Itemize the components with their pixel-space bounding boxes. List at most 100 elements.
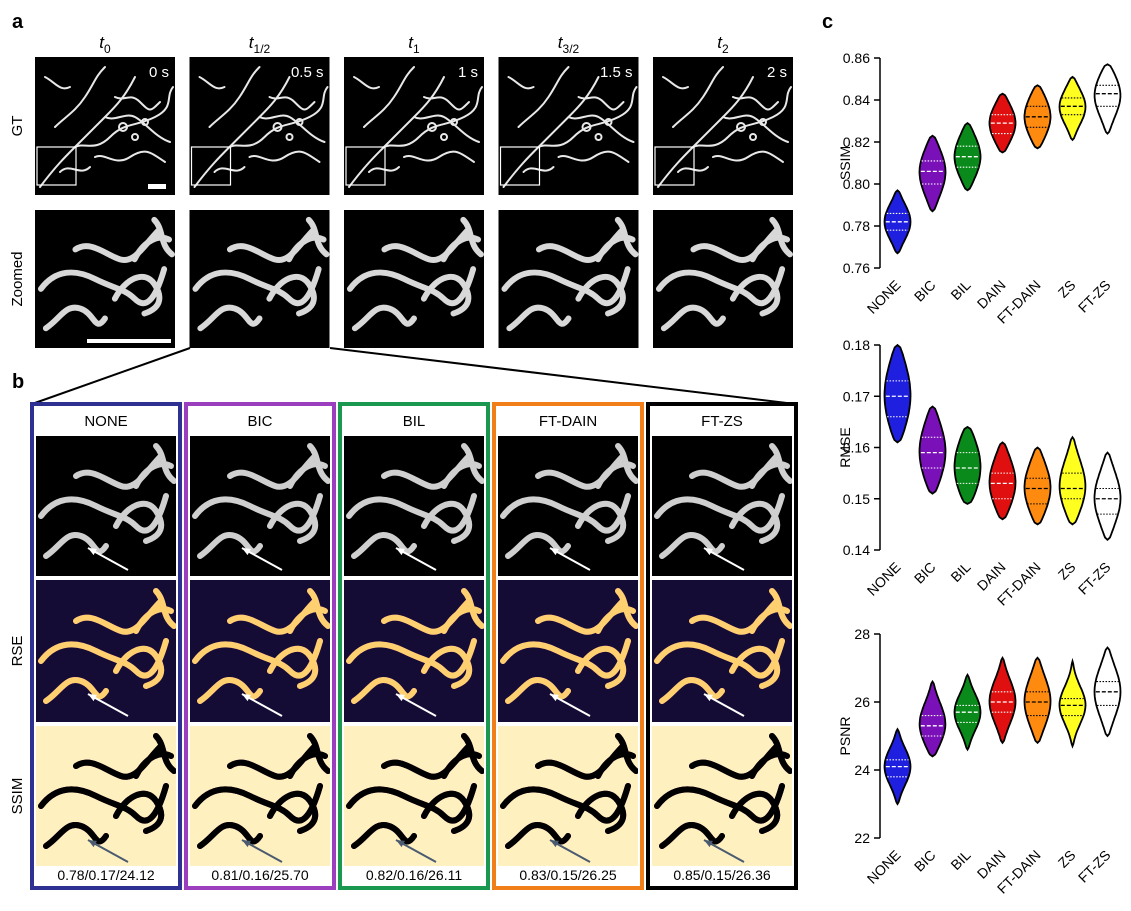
y-tick-label: 0.78 bbox=[843, 218, 870, 234]
column-header: t2 bbox=[717, 33, 729, 56]
y-tick-label: 22 bbox=[854, 830, 870, 846]
y-axis-label: SSIM bbox=[837, 146, 853, 180]
y-tick-label: 0.84 bbox=[843, 92, 870, 108]
zoom-box bbox=[499, 146, 541, 186]
column-header: t0 bbox=[99, 33, 111, 56]
metrics-label: 0.85/0.15/26.36 bbox=[673, 867, 771, 883]
y-tick-label: 28 bbox=[854, 626, 870, 642]
arrow-head bbox=[550, 694, 559, 702]
scale-bar bbox=[148, 184, 166, 189]
violin bbox=[918, 134, 947, 213]
y-tick-label: 0.18 bbox=[843, 337, 870, 353]
arrow-head bbox=[704, 840, 713, 848]
row-label: RSE bbox=[9, 636, 26, 667]
arrow-head bbox=[88, 548, 97, 556]
method-title: FT-ZS bbox=[701, 413, 743, 430]
x-tick-label: NONE bbox=[864, 277, 904, 317]
arrow-head bbox=[704, 548, 713, 556]
time-subscript: 2 bbox=[722, 42, 729, 56]
violin bbox=[988, 655, 1017, 745]
violin bbox=[883, 727, 912, 806]
column-header: t3/2 bbox=[558, 33, 580, 56]
x-tick-label: FT-ZS bbox=[1075, 847, 1114, 886]
scale-bar bbox=[87, 339, 171, 343]
arrow-head bbox=[88, 840, 97, 848]
time-subscript: 1 bbox=[413, 42, 420, 56]
time-label: 0 s bbox=[149, 64, 169, 81]
violin bbox=[953, 673, 982, 752]
arrow-head bbox=[88, 694, 97, 702]
time-symbol: t bbox=[99, 33, 105, 52]
row-label: GT bbox=[9, 116, 26, 137]
y-tick-label: 0.80 bbox=[843, 176, 870, 192]
x-tick-label: NONE bbox=[864, 559, 904, 599]
metrics-label: 0.81/0.16/25.70 bbox=[211, 867, 309, 883]
y-tick-label: 0.17 bbox=[843, 388, 870, 404]
time-label: 0.5 s bbox=[291, 64, 324, 81]
gt-image bbox=[653, 57, 793, 195]
arrow-head bbox=[242, 840, 251, 848]
y-tick-label: 0.16 bbox=[843, 440, 870, 456]
gt-image bbox=[35, 57, 175, 195]
y-axis-label: RMSE bbox=[837, 427, 853, 467]
arrow-head bbox=[396, 548, 405, 556]
violin bbox=[1023, 84, 1052, 150]
metrics-label: 0.78/0.17/24.12 bbox=[57, 867, 155, 883]
violin bbox=[918, 405, 947, 495]
method-title: BIL bbox=[403, 413, 426, 430]
time-label: 1.5 s bbox=[600, 64, 633, 81]
x-tick-label: BIL bbox=[947, 847, 973, 873]
zoom-box bbox=[36, 146, 77, 186]
violin bbox=[1023, 446, 1052, 526]
violin bbox=[988, 92, 1017, 154]
gt-image bbox=[344, 57, 484, 195]
time-symbol: t bbox=[717, 33, 723, 52]
row-label: Zoomed bbox=[9, 251, 26, 306]
zoom-connector bbox=[31, 347, 191, 405]
y-tick-label: 24 bbox=[854, 762, 870, 778]
violin bbox=[1023, 656, 1052, 745]
panel-label: b bbox=[12, 371, 24, 393]
y-tick-label: 0.82 bbox=[843, 134, 870, 150]
x-tick-label: BIC bbox=[911, 277, 939, 305]
time-subscript: 3/2 bbox=[563, 42, 580, 56]
y-tick-label: 0.14 bbox=[843, 542, 870, 558]
method-title: FT-DAIN bbox=[539, 413, 597, 430]
violin bbox=[918, 679, 947, 758]
violin bbox=[1093, 63, 1122, 135]
violin bbox=[1093, 451, 1122, 542]
y-tick-label: 0.15 bbox=[843, 491, 870, 507]
time-symbol: t bbox=[249, 33, 255, 52]
y-tick-label: 0.76 bbox=[843, 260, 870, 276]
violin bbox=[988, 441, 1017, 521]
violin bbox=[1058, 657, 1087, 749]
row-label: SSIM bbox=[9, 778, 26, 815]
column-header: t1 bbox=[408, 33, 420, 56]
x-tick-label: NONE bbox=[864, 847, 904, 887]
violin bbox=[883, 343, 912, 444]
violin bbox=[1093, 646, 1122, 738]
method-title: BIC bbox=[247, 413, 272, 430]
time-symbol: t bbox=[408, 33, 414, 52]
x-tick-label: BIC bbox=[911, 847, 939, 875]
metrics-label: 0.83/0.15/26.25 bbox=[519, 867, 617, 883]
arrow-head bbox=[396, 694, 405, 702]
y-axis-label: PSNR bbox=[837, 717, 853, 756]
time-symbol: t bbox=[558, 33, 564, 52]
column-header: t1/2 bbox=[249, 33, 271, 56]
arrow-head bbox=[704, 694, 713, 702]
zoom-connector bbox=[329, 347, 796, 405]
y-tick-label: 0.86 bbox=[843, 50, 870, 66]
x-tick-label: ZS bbox=[1055, 277, 1079, 301]
x-tick-label: FT-ZS bbox=[1075, 277, 1114, 316]
arrow-head bbox=[550, 840, 559, 848]
zoom-box bbox=[345, 146, 386, 186]
zoom-box bbox=[190, 146, 232, 186]
method-title: NONE bbox=[84, 413, 127, 430]
x-tick-label: BIC bbox=[911, 559, 939, 587]
time-subscript: 1/2 bbox=[254, 42, 271, 56]
arrow-head bbox=[396, 840, 405, 848]
x-tick-label: ZS bbox=[1055, 559, 1079, 583]
x-tick-label: BIL bbox=[947, 559, 973, 585]
